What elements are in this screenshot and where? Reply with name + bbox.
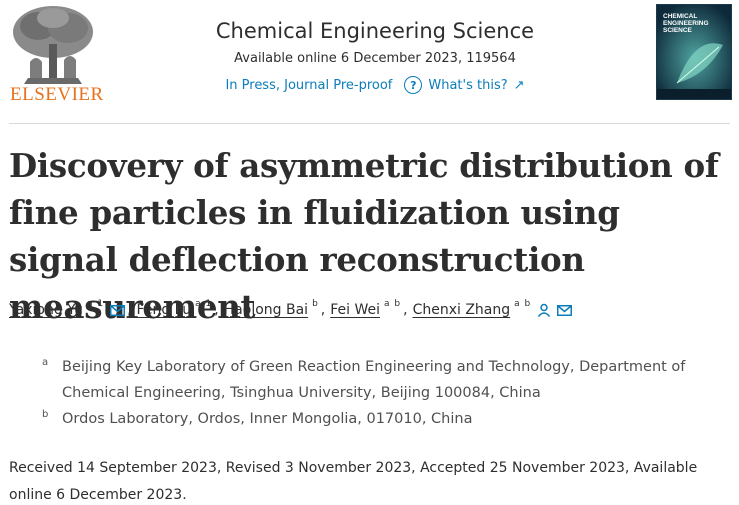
envelope-icon[interactable]: [110, 304, 126, 316]
author-chenxi-zhang[interactable]: Chenxi Zhang a b: [412, 299, 573, 318]
affiliation-item: b Ordos Laboratory, Ordos, Inner Mongoli…: [42, 406, 732, 432]
publisher-name: ELSEVIER: [10, 84, 104, 105]
cover-art: [657, 5, 731, 99]
external-arrow-icon: ↗: [513, 77, 525, 93]
journal-cover[interactable]: CHEMICAL ENGINEERING SCIENCE: [656, 4, 732, 100]
author-separator: ,: [127, 302, 132, 318]
affiliation-label: b: [42, 409, 49, 420]
question-icon: ?: [404, 76, 423, 94]
author-fei-wei[interactable]: Fei Wei a b: [330, 299, 402, 318]
affiliation-label: a: [42, 357, 49, 368]
author-name[interactable]: Chenxi Zhang: [412, 302, 511, 318]
journal-title[interactable]: Chemical Engineering Science: [215, 19, 535, 43]
author-separator: ,: [214, 302, 219, 318]
status-link[interactable]: In Press, Journal Pre-proof: [225, 77, 393, 93]
author-name[interactable]: Feng Lu: [136, 302, 192, 318]
whats-this-label: What's this?: [428, 77, 508, 93]
author-affiliation-sup: b: [312, 299, 319, 309]
affiliation-text: Beijing Key Laboratory of Green Reaction…: [62, 359, 686, 401]
author-affiliation-sup: a b: [384, 299, 402, 309]
author-feng-lu[interactable]: Feng Lu a 1: [136, 299, 213, 318]
author-name[interactable]: Fei Wei: [330, 302, 381, 318]
article-dates: Received 14 September 2023, Revised 3 No…: [9, 460, 698, 503]
author-affiliation-sup: a 1: [195, 299, 213, 309]
journal-info: Chemical Engineering Science Available o…: [110, 16, 640, 94]
elsevier-tree-icon: [8, 4, 98, 84]
author-separator: ,: [320, 302, 326, 318]
author-list: Yaxiong Yu a 1 , Feng Lu a 1 , Haolong B…: [9, 299, 573, 318]
author-name[interactable]: Haolong Bai: [223, 302, 309, 318]
author-haolong-bai[interactable]: Haolong Bai b: [223, 299, 319, 318]
author-name[interactable]: Yaxiong Yu: [9, 302, 83, 318]
author-affiliation-sup: a 1: [86, 299, 105, 309]
affiliation-text: Ordos Laboratory, Ordos, Inner Mongolia,…: [62, 411, 473, 427]
article-title: Discovery of asymmetric distribution of …: [9, 146, 719, 326]
cover-title: CHEMICAL ENGINEERING SCIENCE: [663, 13, 709, 34]
header-divider: [9, 123, 730, 124]
author-yaxiong-yu[interactable]: Yaxiong Yu a 1: [9, 299, 126, 318]
author-separator: ,: [403, 302, 408, 318]
person-icon[interactable]: [537, 303, 551, 317]
affiliation-list: a Beijing Key Laboratory of Green Reacti…: [42, 354, 732, 432]
envelope-icon[interactable]: [557, 304, 573, 316]
status-row: In Press, Journal Pre-proof ? What's thi…: [110, 76, 640, 94]
whats-this-link[interactable]: ? What's this? ↗: [404, 76, 525, 94]
availability-text: Available online 6 December 2023, 119564: [234, 51, 516, 66]
affiliation-item: a Beijing Key Laboratory of Green Reacti…: [42, 354, 732, 406]
author-affiliation-sup: a b: [514, 299, 532, 309]
elsevier-logo[interactable]: [8, 4, 98, 104]
